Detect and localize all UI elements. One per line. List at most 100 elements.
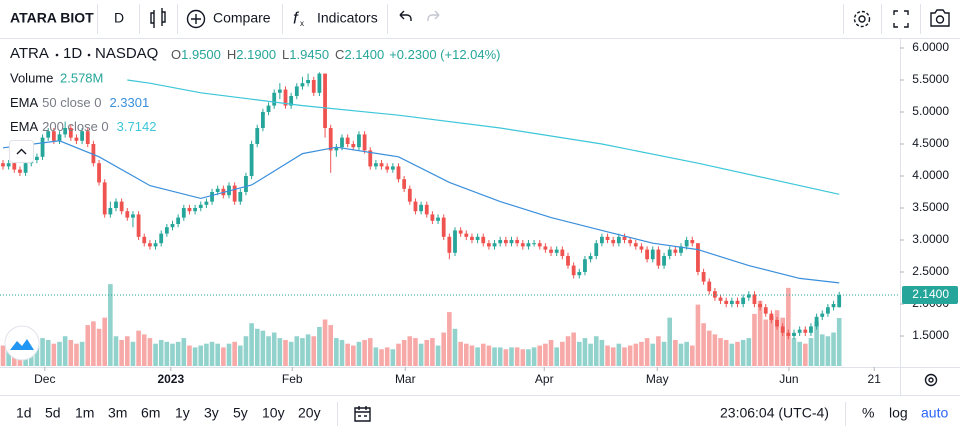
volume-bar	[418, 343, 424, 366]
candle-body	[131, 214, 135, 218]
candle-body	[605, 236, 610, 241]
volume-bar	[85, 325, 91, 366]
chart-content	[0, 72, 900, 366]
volume-bar	[209, 341, 215, 366]
undo-button[interactable]	[399, 10, 412, 21]
candle-body	[684, 240, 689, 247]
volume-bar	[752, 313, 757, 366]
candle-body	[125, 211, 130, 218]
volume-bar	[367, 338, 373, 366]
range-button[interactable]: 1m	[75, 405, 94, 421]
range-button[interactable]: 5y	[233, 405, 248, 421]
indicators-button[interactable]: f x Indicators	[293, 8, 378, 28]
volume-bar	[317, 326, 322, 366]
snapshot-button[interactable]	[930, 9, 950, 27]
volume-bar	[40, 338, 45, 366]
date-range-button[interactable]	[354, 406, 371, 422]
volume-bar	[509, 347, 514, 366]
y-tick-label: 1.5000	[912, 328, 949, 342]
candle-body	[85, 131, 90, 144]
volume-bar	[684, 341, 689, 366]
candle-body	[520, 243, 525, 247]
volume-bar	[339, 339, 345, 366]
auto-toggle[interactable]: auto	[921, 405, 948, 421]
collapse-legend-button[interactable]	[9, 140, 34, 163]
x-tick-label: Mar	[395, 372, 416, 386]
range-button[interactable]: 20y	[298, 405, 321, 421]
x-tick-label: Jun	[779, 372, 798, 386]
range-button[interactable]: 5d	[45, 405, 61, 421]
x-tick-label: Feb	[282, 372, 303, 386]
volume-bar	[221, 347, 226, 366]
volume-bar	[271, 332, 277, 366]
range-button[interactable]: 10y	[262, 405, 285, 421]
candle-body	[91, 143, 96, 164]
ema-line	[127, 79, 840, 195]
axis-settings-button[interactable]	[924, 373, 938, 387]
candle-icon	[150, 8, 166, 28]
volume-bar	[266, 336, 271, 366]
logo-icon	[10, 339, 34, 350]
redo-button[interactable]	[427, 10, 440, 21]
candle-body	[622, 236, 627, 241]
indicators-label: Indicators	[317, 10, 378, 26]
volume-bar	[305, 334, 311, 366]
logo-frame	[4, 325, 40, 361]
range-button[interactable]: 3y	[204, 405, 219, 421]
candle-body	[261, 111, 265, 128]
volume-bar	[351, 345, 356, 366]
candle-body	[758, 304, 762, 308]
volume-bar	[774, 310, 780, 366]
candle-body	[12, 163, 17, 170]
plus-icon	[191, 14, 201, 24]
settings-button[interactable]	[853, 10, 871, 28]
volume-bar	[740, 339, 746, 366]
volume-bar	[786, 287, 791, 366]
candle-body	[803, 329, 808, 333]
candle-body	[114, 201, 118, 209]
volume-bar	[396, 343, 401, 366]
candle-body	[532, 243, 536, 245]
range-button[interactable]: 1d	[16, 405, 32, 421]
candle-body	[351, 143, 356, 148]
candle-body	[187, 208, 192, 212]
volume-bar	[656, 336, 661, 366]
log-toggle[interactable]: log	[889, 405, 908, 421]
compare-button[interactable]: Compare	[186, 10, 271, 29]
candle-body	[628, 240, 633, 244]
fullscreen-button[interactable]	[893, 10, 909, 28]
candle-body	[215, 188, 220, 193]
candle-body	[396, 166, 401, 180]
volume-bar	[520, 349, 526, 366]
ohlc-key: O	[171, 47, 181, 62]
volume-bar	[537, 345, 543, 366]
candle-body	[407, 188, 412, 202]
volume-bar	[492, 347, 497, 366]
volume-bar	[560, 341, 565, 366]
candle-body	[18, 169, 22, 173]
candle-body	[436, 217, 440, 221]
range-button[interactable]: 6m	[141, 405, 160, 421]
range-button[interactable]: 1y	[175, 405, 190, 421]
candle-body	[204, 201, 209, 205]
volume-bar	[192, 347, 198, 366]
fx-icon: x	[300, 19, 304, 28]
percent-toggle[interactable]: %	[862, 405, 874, 421]
candle-body	[588, 256, 593, 260]
candle-body	[345, 137, 350, 144]
range-button[interactable]: 3m	[108, 405, 127, 421]
volume-bar	[701, 323, 706, 366]
chart-style-button[interactable]	[150, 8, 166, 28]
volume-bar	[803, 343, 808, 366]
symbol-search[interactable]: ATARA BIOT	[10, 10, 94, 26]
candle-body	[441, 217, 446, 237]
interval-button[interactable]: D	[114, 10, 124, 26]
candle-body	[792, 332, 796, 337]
candle-body	[645, 249, 649, 260]
volume-bar	[108, 284, 113, 366]
candle-body	[317, 73, 322, 93]
camera-icon	[930, 9, 950, 27]
candle-body	[142, 236, 147, 244]
ohlc-legend: O1.9500 H2.1900 L1.9450 C2.1400 +0.2300 (+12…	[171, 47, 501, 62]
volume-bar	[204, 343, 209, 366]
